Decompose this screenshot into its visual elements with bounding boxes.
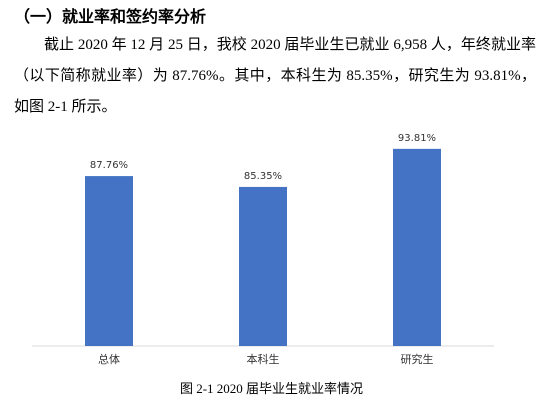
- bar: [85, 176, 133, 346]
- x-tick-label: 研究生: [401, 352, 434, 366]
- bar: [393, 148, 441, 346]
- data-label: 87.76%: [90, 160, 128, 171]
- data-label: 85.35%: [244, 171, 282, 182]
- section-heading: （一）就业率和签约率分析: [14, 7, 207, 26]
- paragraph: 截止 2020 年 12 月 25 日，我校 2020 届毕业生已就业 6,95…: [14, 37, 536, 115]
- chart-caption: 图 2-1 2020 届毕业生就业率情况: [179, 381, 364, 396]
- x-tick-label: 本科生: [247, 352, 280, 366]
- chart: 总体 87.76% 本科生 85.35% 研究生 93.81%: [32, 133, 494, 366]
- bar: [239, 186, 287, 346]
- data-label: 93.81%: [398, 133, 436, 144]
- x-tick-label: 总体: [98, 352, 120, 366]
